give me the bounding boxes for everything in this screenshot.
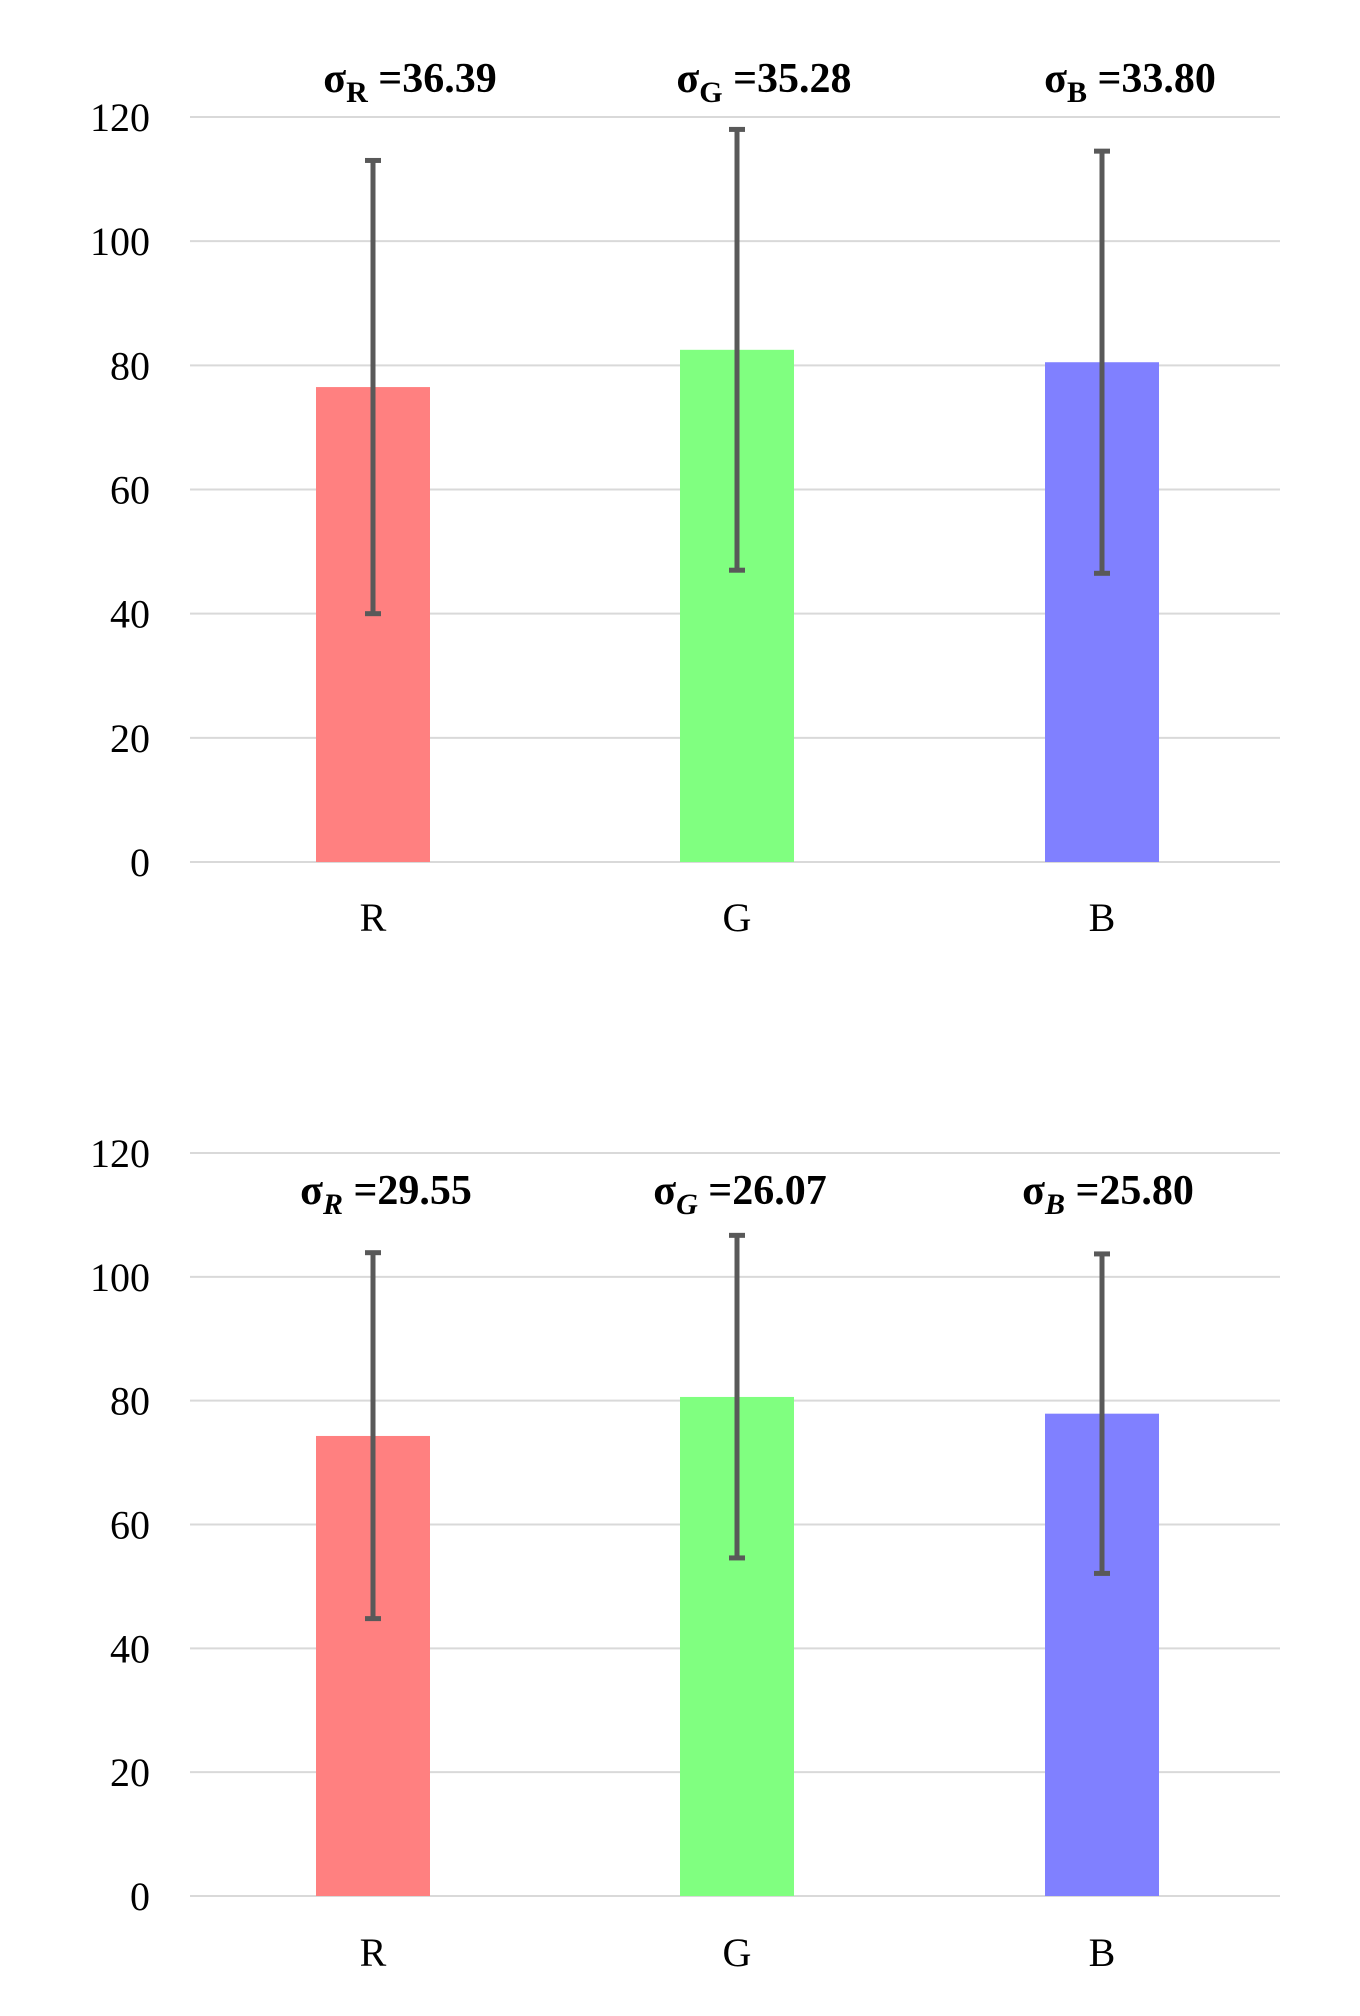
- error-bar-R: [365, 157, 381, 617]
- y-tick-label: 120: [90, 95, 150, 140]
- y-tick-label: 100: [90, 219, 150, 264]
- y-tick-label: 80: [110, 1379, 150, 1424]
- y-tick-label: 0: [130, 1874, 150, 1919]
- error-bar-G: [729, 1232, 745, 1561]
- sigma-annotation: σG =35.28: [676, 56, 851, 109]
- chart-top: 0 20 40 60 80 100 120 R G BσR =36.39 σG =35.28 σB =…: [90, 56, 1280, 940]
- sigma-annotation: σB =33.80: [1044, 56, 1216, 109]
- sigma-annotation: σR =29.55: [300, 1168, 472, 1221]
- error-bar-R: [365, 1250, 381, 1622]
- sigma-annotation: σG =26.07: [653, 1168, 826, 1221]
- chart-bottom: 0 20 40 60 80 100 120 R G BσR =29.55 σG =26.07 σB =…: [90, 1131, 1280, 1975]
- y-tick-label: 120: [90, 1131, 150, 1176]
- x-tick-label: B: [1089, 895, 1116, 940]
- error-bar-B: [1094, 148, 1110, 576]
- y-tick-label: 80: [110, 343, 150, 388]
- sigma-annotation: σB =25.80: [1022, 1168, 1194, 1221]
- x-tick-label: G: [723, 895, 752, 940]
- error-bar-B: [1094, 1251, 1110, 1576]
- y-tick-label: 100: [90, 1255, 150, 1300]
- y-tick-label: 40: [110, 592, 150, 637]
- x-tick-label: R: [360, 1930, 387, 1975]
- x-tick-label: R: [360, 895, 387, 940]
- y-tick-label: 60: [110, 1503, 150, 1548]
- x-tick-label: G: [723, 1930, 752, 1975]
- y-tick-label: 0: [130, 840, 150, 885]
- sigma-annotation: σR =36.39: [323, 56, 496, 109]
- y-tick-label: 60: [110, 468, 150, 513]
- y-tick-label: 20: [110, 716, 150, 761]
- y-tick-label: 20: [110, 1750, 150, 1795]
- y-tick-label: 40: [110, 1626, 150, 1671]
- x-tick-label: B: [1089, 1930, 1116, 1975]
- error-bar-G: [729, 126, 745, 573]
